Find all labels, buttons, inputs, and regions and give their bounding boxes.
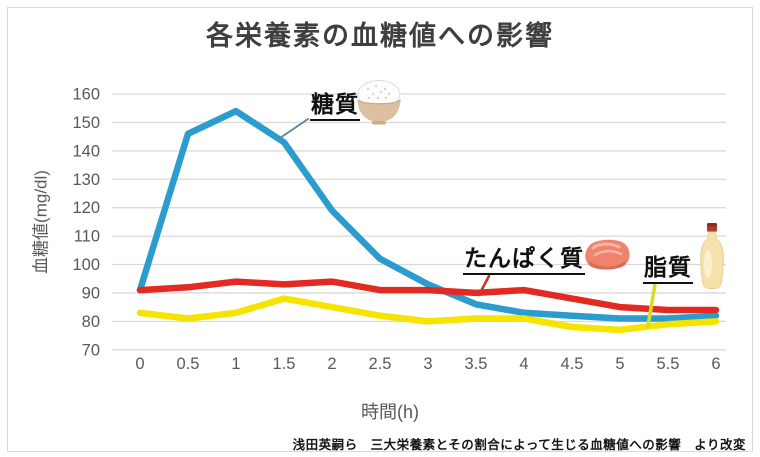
source-note: 浅田英嗣ら 三大栄養素とその割合によって生じる血糖値への影響 より改変 [292,438,746,452]
rice-bowl-icon [354,77,404,132]
mayo-bottle-icon [695,223,729,296]
y-tick-label: 80 [82,313,100,331]
protein-leader-line [477,274,491,297]
x-tick-label: 3.5 [465,355,488,373]
x-tick-label: 6 [711,355,720,373]
x-axis-title: 時間(h) [361,402,419,422]
y-tick-label: 130 [72,171,100,189]
series-label-fat: 脂質 [643,254,693,285]
x-tick-label: 5.5 [657,355,680,373]
series-line-protein [136,278,720,314]
carb-leader-line [279,118,309,139]
x-tick-label: 0.5 [177,355,200,373]
x-tick-label: 3 [423,355,432,373]
series-line-carb [136,107,720,322]
series-line-fat [136,295,720,334]
y-tick-label: 100 [72,256,100,274]
fat-leader-line [646,282,657,328]
y-tick-label: 140 [72,142,100,160]
series-label-carb: 糖質 [310,91,360,122]
x-tick-label: 1.5 [273,355,296,373]
y-tick-label: 70 [82,341,100,359]
y-tick-label: 120 [72,199,100,217]
x-tick-label: 4.5 [561,355,584,373]
y-tick-label: 110 [74,228,100,246]
x-tick-label: 0 [135,355,144,373]
y-tick-label: 150 [72,114,100,132]
y-tick-label: 90 [82,284,100,302]
y-axis-title: 血糖値(mg/dl) [31,170,51,274]
x-tick-label: 2.5 [369,355,392,373]
x-tick-label: 2 [327,355,336,373]
series-label-protein: たんぱく質 [463,245,585,276]
x-tick-label: 5 [615,355,624,373]
x-tick-label: 1 [231,355,240,373]
chart-title: 各栄養素の血糖値への影響 [206,21,554,51]
meat-icon [581,236,633,279]
x-tick-label: 4 [519,355,528,373]
y-tick-label: 160 [72,86,100,104]
